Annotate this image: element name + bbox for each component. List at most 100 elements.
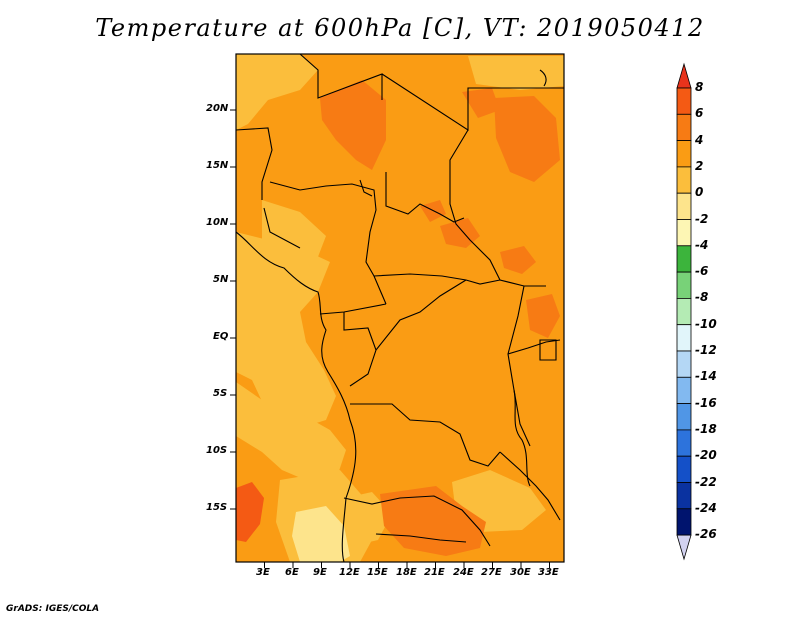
lon-tick-label: 33E — [538, 567, 559, 578]
country-borders — [236, 54, 564, 562]
map-title: Temperature at 600hPa [C], VT: 201905041… — [95, 14, 705, 42]
border — [359, 179, 373, 197]
colorbar-label: -24 — [695, 500, 717, 515]
colorbar-swatch — [676, 87, 692, 115]
lon-tick-label: 21E — [424, 567, 445, 578]
coastline — [539, 69, 547, 87]
field-band-0-2 — [468, 56, 564, 90]
border — [449, 129, 546, 287]
colorbar-swatch — [676, 403, 692, 431]
colorbar-label: -8 — [695, 290, 709, 305]
colorbar-swatch — [676, 113, 692, 142]
field-band-0-2 — [236, 232, 336, 428]
field-band-0-2 — [236, 382, 346, 482]
colorbar-bottom-triangle — [676, 534, 692, 561]
border — [343, 312, 377, 387]
border — [499, 451, 561, 521]
colorbar-swatch — [676, 482, 692, 510]
border — [385, 172, 465, 223]
border — [263, 207, 301, 249]
lon-tick-label: 30E — [510, 567, 531, 578]
colorbar-label: 2 — [695, 158, 704, 173]
colorbar-label: -22 — [695, 474, 717, 489]
colorbar-label: -2 — [695, 211, 709, 226]
lon-tick-label: 9E — [313, 567, 327, 578]
border — [373, 273, 501, 285]
border — [236, 127, 273, 200]
coastline — [236, 231, 357, 562]
lat-tick-label: 10S — [206, 445, 228, 456]
lon-tick-label: 6E — [285, 567, 299, 578]
lat-tick-label: EQ — [213, 331, 229, 342]
lat-tick-label: 10N — [206, 217, 229, 228]
lon-tick-label: 27E — [481, 567, 502, 578]
colorbar-swatch — [676, 192, 692, 220]
colorbar-top-triangle — [676, 62, 692, 89]
credit-text: GrADS: IGES/COLA — [6, 604, 100, 614]
field-band-4-6 — [320, 80, 386, 170]
colorbar-swatch — [676, 297, 692, 326]
border — [507, 339, 561, 355]
field-band-4-6 — [380, 486, 486, 556]
colorbar-swatch — [676, 376, 692, 404]
field-band-0-2 — [336, 492, 392, 546]
colorbar-label: 6 — [695, 106, 704, 121]
border — [299, 54, 383, 100]
border — [375, 279, 467, 351]
temperature-fill — [236, 54, 564, 562]
field-band-0-2 — [236, 54, 318, 130]
colorbar-label: -6 — [695, 264, 709, 279]
field-band-4-6 — [462, 88, 500, 118]
colorbar-label: -16 — [695, 395, 717, 410]
border — [507, 285, 531, 447]
lon-tick-label: 15E — [367, 567, 388, 578]
colorbar-label: -10 — [695, 316, 717, 331]
colorbar-swatch — [676, 271, 692, 299]
colorbar-label: -4 — [695, 237, 709, 252]
colorbar-swatch — [676, 245, 692, 273]
field-band-6-8 — [236, 482, 264, 542]
colorbar-swatch — [676, 350, 692, 378]
field-band-minus2-0 — [292, 506, 350, 562]
lon-tick-label: 3E — [256, 567, 270, 578]
colorbar-label: 0 — [695, 185, 704, 200]
lat-tick-label: 15S — [206, 502, 228, 513]
field-band-0-2 — [262, 200, 326, 268]
colorbar-label: 4 — [695, 132, 704, 147]
lat-tick-label: 20N — [206, 103, 229, 114]
border — [350, 403, 501, 467]
colorbar-swatch — [676, 140, 692, 168]
border — [381, 73, 564, 132]
lat-tick-label: 15N — [206, 160, 229, 171]
colorbar-label: 8 — [695, 80, 704, 94]
border — [375, 533, 467, 543]
colorbar-label: -18 — [695, 421, 717, 436]
colorbar-swatch — [676, 455, 692, 483]
border — [343, 495, 491, 547]
map-frame — [235, 53, 565, 563]
colorbar-swatch — [676, 508, 692, 536]
lake-shore — [539, 339, 557, 361]
tick-marks — [230, 109, 550, 568]
field-band-4-6 — [500, 246, 536, 274]
colorbar-label: -20 — [695, 448, 717, 463]
colorbar-swatch — [676, 324, 692, 352]
colorbar-label: -12 — [695, 343, 717, 357]
field-band-4-6 — [526, 294, 560, 338]
lon-tick-label: 12E — [339, 567, 360, 578]
colorbar-label: -14 — [695, 369, 717, 384]
field-band-4-6 — [494, 96, 560, 182]
lake-shore — [513, 389, 531, 487]
colorbar-swatch — [676, 166, 692, 194]
colorbar-swatch — [676, 219, 692, 247]
colorbar-swatch — [676, 429, 692, 457]
colorbar-label: -26 — [695, 527, 717, 542]
lon-tick-label: 24E — [453, 567, 474, 578]
lon-tick-label: 18E — [396, 567, 417, 578]
border — [269, 181, 387, 305]
lat-tick-label: 5S — [213, 388, 228, 399]
lat-tick-label: 5N — [213, 274, 229, 285]
